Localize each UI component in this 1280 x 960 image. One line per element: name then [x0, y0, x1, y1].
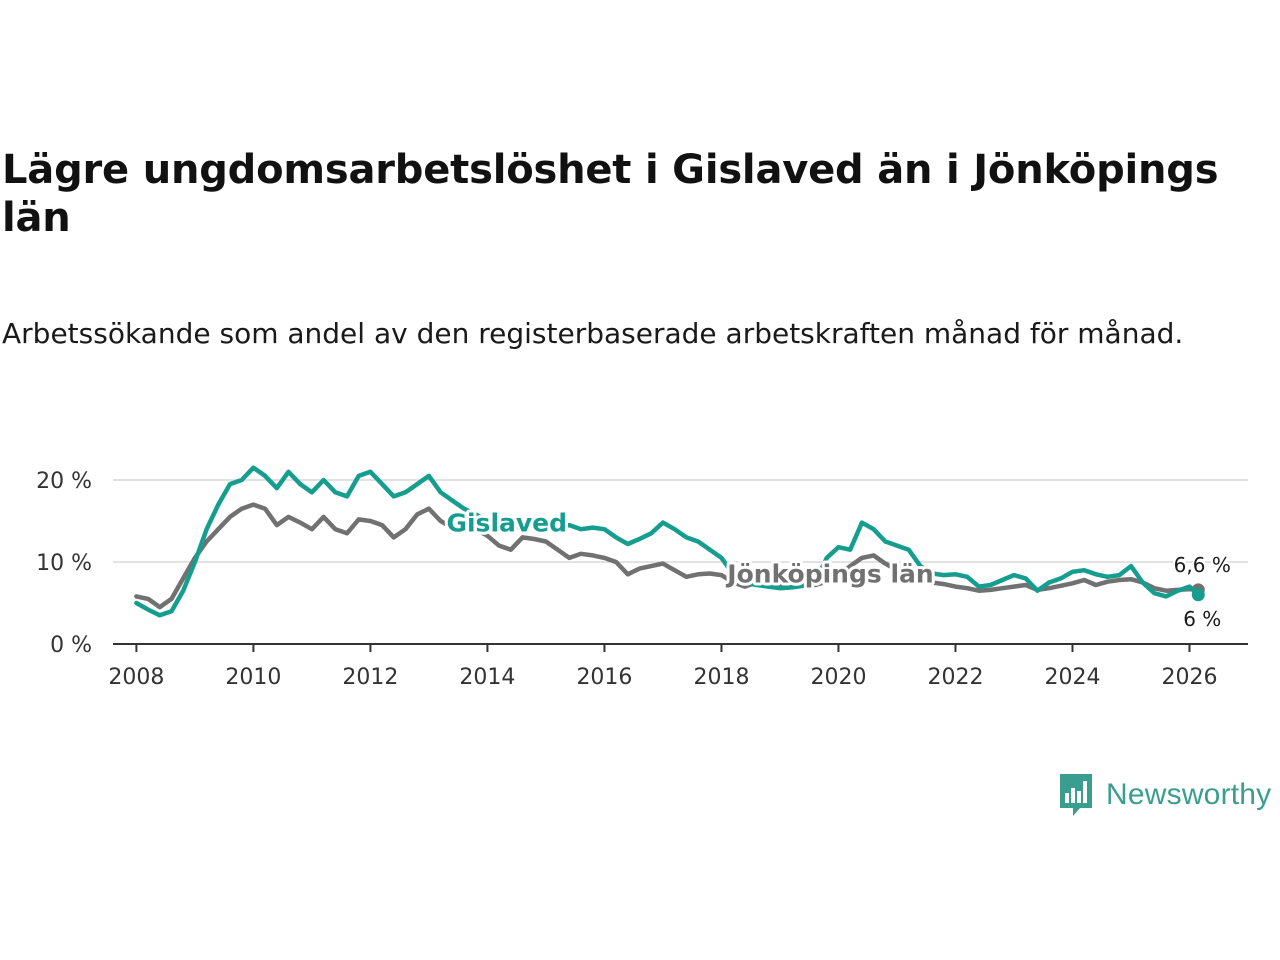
y-tick-label: 0 % [50, 633, 92, 658]
x-tick-label: 2026 [1161, 665, 1217, 690]
series-label-gislaved: Gislaved [446, 509, 567, 538]
newsworthy-brand: Newsworthy [1058, 772, 1271, 818]
gridlines [113, 479, 1248, 563]
x-tick-label: 2024 [1044, 665, 1100, 690]
series-line-jonkopings-lan [134, 502, 1201, 610]
series-line-gislaved [134, 465, 1201, 618]
x-axis: 0 % 10 % 20 % 2008 2010 2012 2014 2016 2018 2020 2… [36, 469, 1248, 690]
x-tick-label: 2022 [927, 665, 983, 690]
end-value-label: 6 % [1183, 607, 1221, 631]
x-tick-label: 2018 [693, 665, 749, 690]
y-tick-label: 10 % [36, 551, 92, 576]
x-tick-label: 2016 [576, 665, 632, 690]
end-value-label: 6,6 % [1174, 553, 1231, 577]
series-label-jonkopings-lan: Jönköpings län [725, 559, 933, 588]
x-tick-label: 2012 [342, 665, 398, 690]
x-tick-label: 2014 [459, 665, 515, 690]
chart-subtitle: Arbetssökande som andel av den registerb… [2, 317, 1184, 350]
chart-title: Lägre ungdomsarbetslöshet i Gislaved än … [2, 147, 1219, 241]
series-labels: Jönköpings län Gislaved 6,6 % 6 % [443, 506, 1232, 633]
brand-name: Newsworthy [1106, 778, 1272, 811]
series-lines [134, 465, 1205, 618]
series-end-marker [1191, 588, 1205, 602]
newsworthy-logo-icon [1060, 774, 1092, 816]
line-chart: 0 % 10 % 20 % 2008 2010 2012 2014 2016 2018 2020 2… [36, 465, 1248, 690]
y-tick-label: 20 % [36, 469, 92, 494]
x-tick-label: 2020 [810, 665, 866, 690]
x-tick-label: 2010 [225, 665, 281, 690]
x-tick-label: 2008 [108, 665, 164, 690]
